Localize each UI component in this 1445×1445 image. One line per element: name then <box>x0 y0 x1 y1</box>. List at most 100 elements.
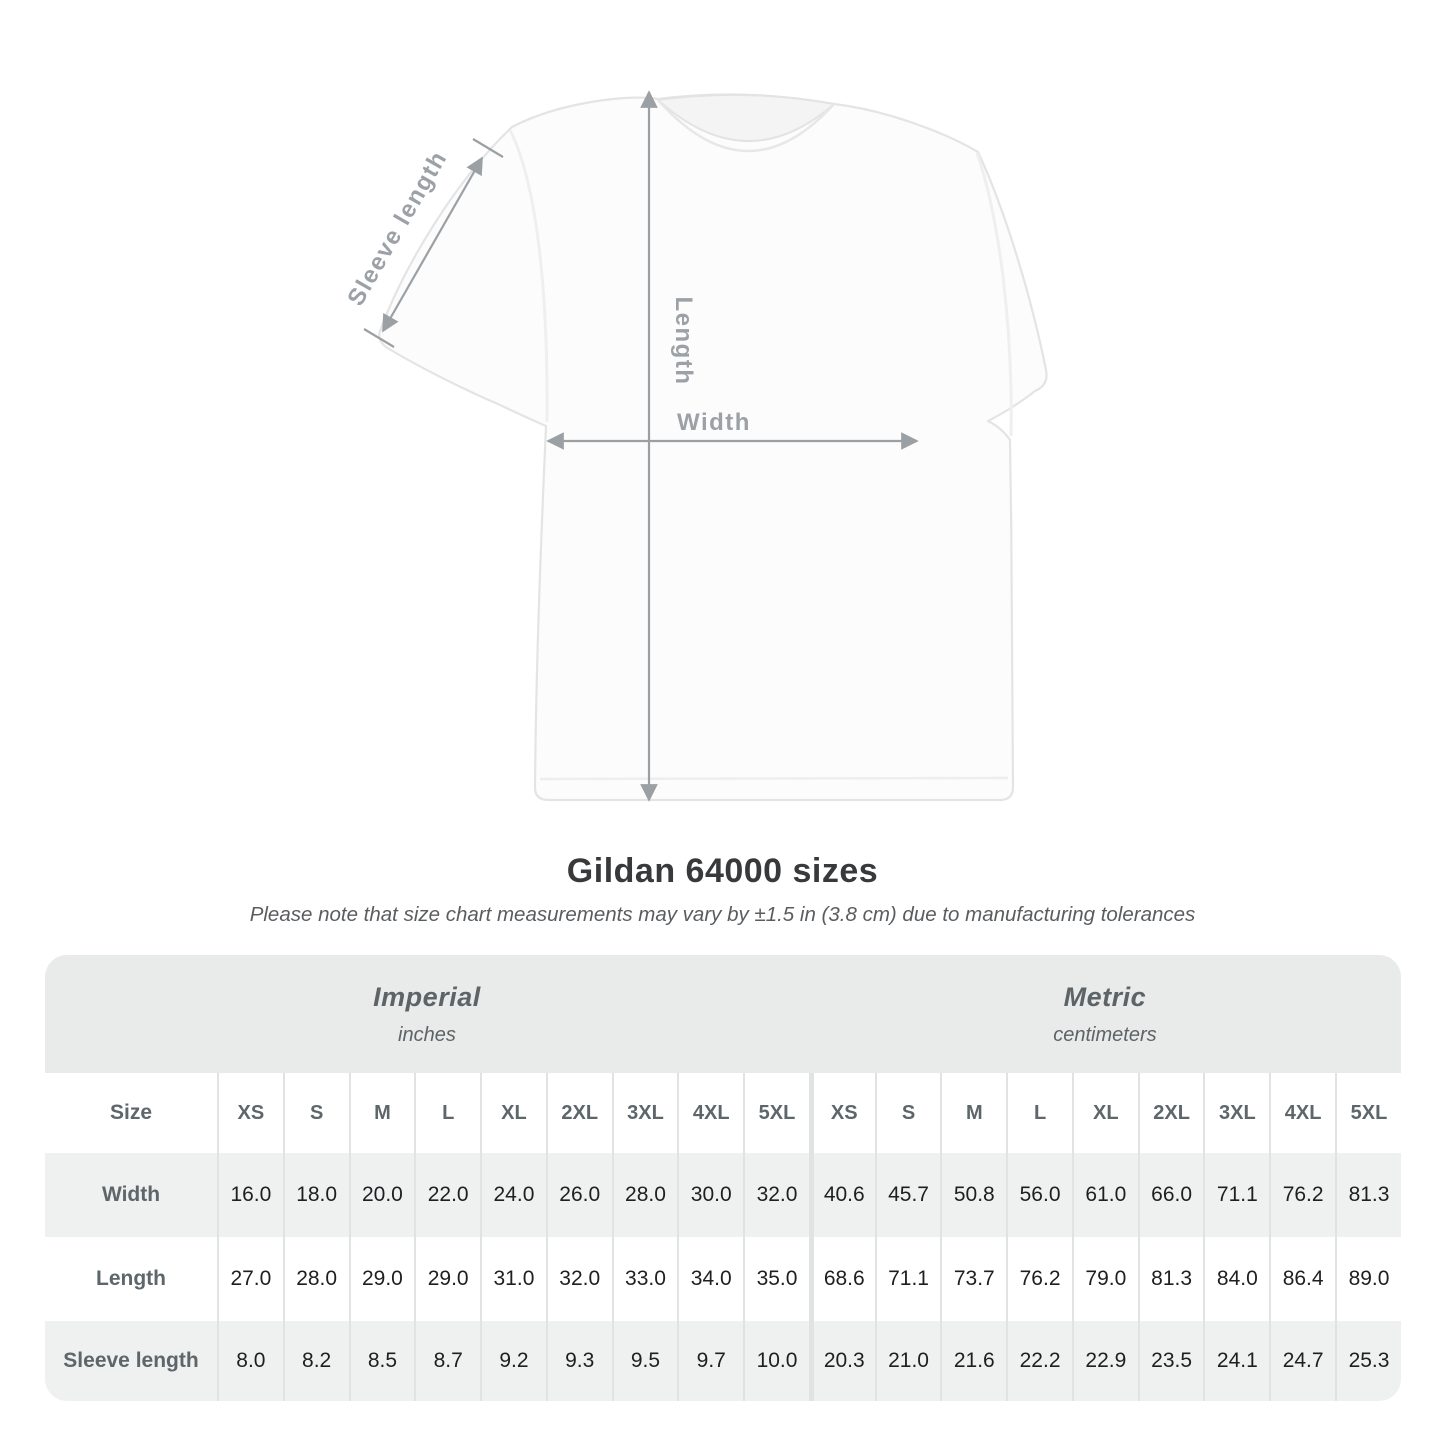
value-cell: 28.0 <box>611 1153 678 1237</box>
imperial-group-label: Imperial <box>373 981 481 1012</box>
value-cell: 31.0 <box>480 1237 546 1321</box>
length-label: Length <box>670 297 697 386</box>
value-cell: 71.1 <box>1203 1153 1270 1237</box>
size-header-cell: 2XL <box>1137 1073 1204 1153</box>
value-cell: 66.0 <box>1137 1153 1204 1237</box>
value-cell: 26.0 <box>545 1153 612 1237</box>
metric-group-label: Metric <box>1063 981 1147 1012</box>
value-cell: 84.0 <box>1203 1237 1269 1321</box>
value-cell: 9.5 <box>611 1321 678 1401</box>
size-header-cell: XS <box>217 1073 283 1153</box>
t-shirt-body <box>378 93 1048 802</box>
value-cell: 35.0 <box>743 1237 809 1321</box>
value-cell: 29.0 <box>414 1237 480 1321</box>
value-cell: 76.2 <box>1006 1237 1072 1321</box>
metric-band: Metric centimeters <box>808 955 1401 1073</box>
value-cell: 9.3 <box>545 1321 612 1401</box>
length-row: Length 27.0 28.0 29.0 29.0 31.0 32.0 33.… <box>45 1237 1401 1321</box>
value-cell: 23.5 <box>1137 1321 1204 1401</box>
value-cell: 33.0 <box>611 1237 678 1321</box>
value-cell: 30.0 <box>677 1153 744 1237</box>
value-cell: 25.3 <box>1335 1321 1401 1401</box>
value-cell: 21.0 <box>874 1321 941 1401</box>
value-cell: 68.6 <box>808 1237 875 1321</box>
size-header-row: Size XS S M L XL 2XL 3XL 4XL 5XL XS S M … <box>45 1073 1401 1153</box>
t-shirt-left-seam <box>508 129 549 423</box>
value-cell: 45.7 <box>874 1153 941 1237</box>
value-cell: 9.7 <box>677 1321 744 1401</box>
size-header-cell: XL <box>1071 1073 1138 1153</box>
value-cell: 32.0 <box>545 1237 612 1321</box>
size-header-cell: 2XL <box>545 1073 612 1153</box>
value-cell: 81.3 <box>1137 1237 1204 1321</box>
value-cell: 16.0 <box>217 1153 283 1237</box>
value-cell: 40.6 <box>808 1153 875 1237</box>
size-header-cell: M <box>940 1073 1006 1153</box>
value-cell: 73.7 <box>940 1237 1006 1321</box>
value-cell: 8.5 <box>348 1321 415 1401</box>
value-cell: 22.0 <box>414 1153 481 1237</box>
size-header-cell: L <box>1006 1073 1072 1153</box>
value-cell: 89.0 <box>1335 1237 1401 1321</box>
size-header-cell: 3XL <box>1203 1073 1269 1153</box>
value-cell: 56.0 <box>1006 1153 1072 1237</box>
tolerance-note: Please note that size chart measurements… <box>249 903 1196 926</box>
size-header-cell: 5XL <box>743 1073 809 1153</box>
sleeve-extension-tick-bottom <box>363 328 395 348</box>
t-shirt-collar-band <box>657 99 835 153</box>
size-header-cell: S <box>874 1073 941 1153</box>
size-column-header: Size <box>109 1101 153 1124</box>
value-cell: 34.0 <box>677 1237 743 1321</box>
size-header-cell: 4XL <box>677 1073 743 1153</box>
size-header-cell: 3XL <box>611 1073 678 1153</box>
value-cell: 28.0 <box>282 1237 349 1321</box>
value-cell: 86.4 <box>1269 1237 1335 1321</box>
value-cell: 50.8 <box>940 1153 1007 1237</box>
row-label: Sleeve length <box>45 1321 217 1401</box>
value-cell: 32.0 <box>743 1153 809 1237</box>
value-cell: 18.0 <box>282 1153 349 1237</box>
sleeve-extension-tick-top <box>472 138 504 158</box>
row-label: Length <box>96 1267 166 1290</box>
size-header-cell: 5XL <box>1335 1073 1401 1153</box>
t-shirt-hem-stitch <box>539 776 1009 781</box>
sleeve-length-arrow <box>363 138 504 348</box>
imperial-unit-label: inches <box>398 1023 456 1046</box>
value-cell: 81.3 <box>1335 1153 1401 1237</box>
value-cell: 8.2 <box>282 1321 349 1401</box>
size-header-cell: XS <box>808 1073 875 1153</box>
size-header-cell: L <box>414 1073 480 1153</box>
metric-unit-label: centimeters <box>1053 1023 1157 1046</box>
width-row: Width 16.0 18.0 20.0 22.0 24.0 26.0 28.0… <box>45 1153 1401 1237</box>
value-cell: 8.0 <box>217 1321 283 1401</box>
size-header-cell: XL <box>480 1073 546 1153</box>
value-cell: 20.3 <box>808 1321 875 1401</box>
t-shirt-graphic <box>378 93 1048 802</box>
value-cell: 79.0 <box>1071 1237 1138 1321</box>
page-title: Gildan 64000 sizes <box>566 852 879 890</box>
value-cell: 61.0 <box>1071 1153 1138 1237</box>
value-cell: 8.7 <box>414 1321 481 1401</box>
value-cell: 9.2 <box>480 1321 546 1401</box>
value-cell: 10.0 <box>743 1321 809 1401</box>
value-cell: 20.0 <box>348 1153 415 1237</box>
size-header-cell: S <box>282 1073 349 1153</box>
value-cell: 24.0 <box>480 1153 546 1237</box>
t-shirt-right-seam <box>975 152 1013 437</box>
value-cell: 71.1 <box>874 1237 941 1321</box>
value-cell: 29.0 <box>348 1237 415 1321</box>
size-header-cell: 4XL <box>1269 1073 1335 1153</box>
value-cell: 22.9 <box>1071 1321 1138 1401</box>
t-shirt-diagram: Sleeve length Length Width <box>342 90 1048 802</box>
sleeve-length-row: Sleeve length 8.0 8.2 8.5 8.7 9.2 9.3 9.… <box>45 1321 1401 1401</box>
value-cell: 22.2 <box>1006 1321 1072 1401</box>
width-label: Width <box>677 409 751 436</box>
value-cell: 21.6 <box>940 1321 1007 1401</box>
size-table: Imperial inches Metric centimeters Size … <box>45 955 1401 1401</box>
imperial-band: Imperial inches <box>45 955 809 1073</box>
value-cell: 24.7 <box>1269 1321 1336 1401</box>
value-cell: 27.0 <box>217 1237 283 1321</box>
unit-group-header-row: Imperial inches Metric centimeters <box>45 955 1401 1073</box>
value-cell: 76.2 <box>1269 1153 1336 1237</box>
